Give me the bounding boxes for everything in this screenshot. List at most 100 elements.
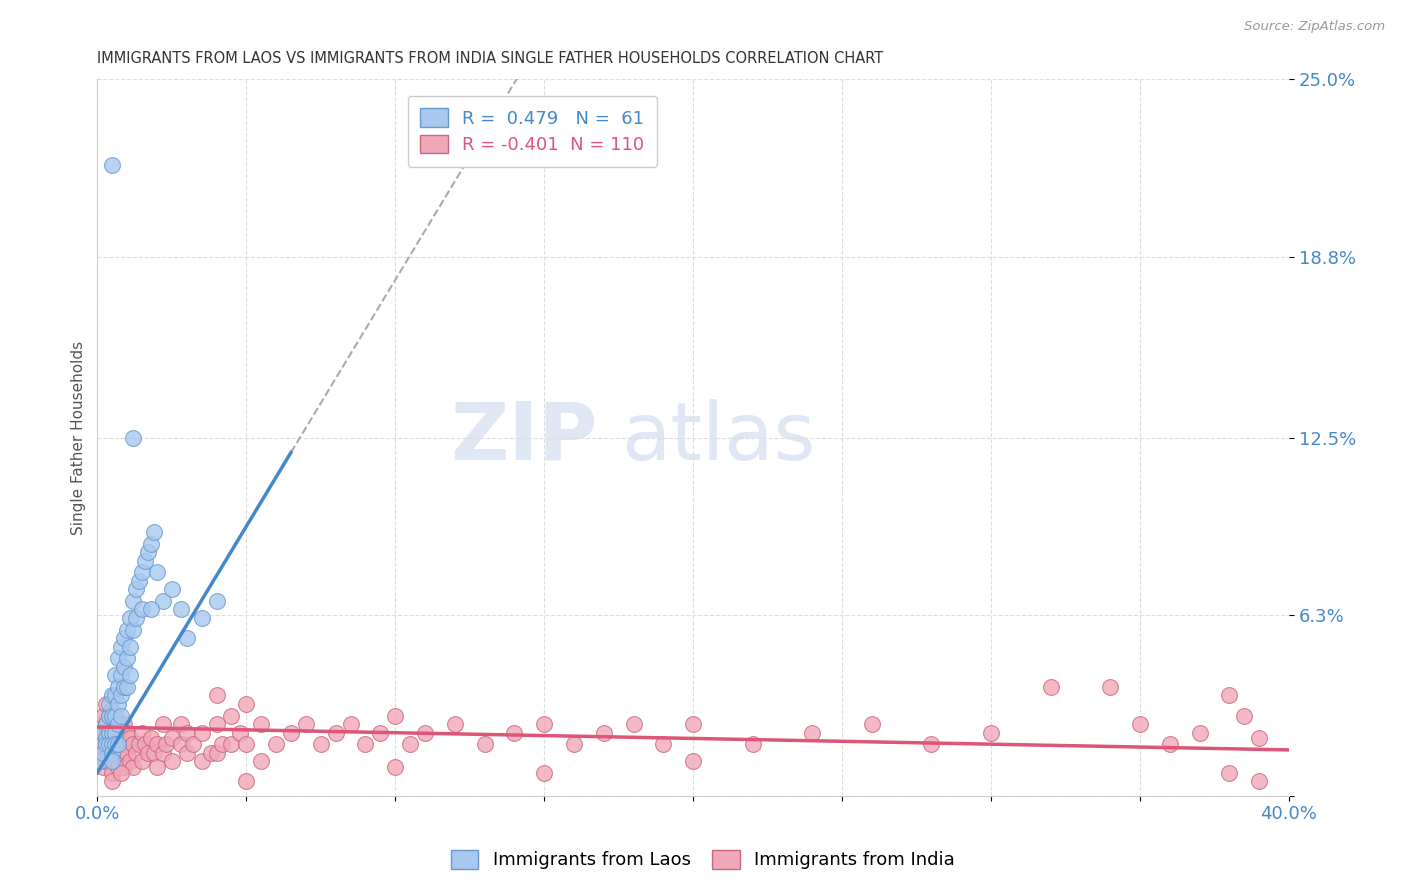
Point <box>115 623 138 637</box>
Point <box>139 731 162 746</box>
Point <box>176 725 198 739</box>
Point <box>128 737 150 751</box>
Point <box>112 737 135 751</box>
Point <box>221 737 243 751</box>
Point <box>592 725 614 739</box>
Point <box>96 731 118 746</box>
Point <box>115 746 138 760</box>
Point <box>91 725 114 739</box>
Point <box>125 582 148 597</box>
Point <box>101 746 124 760</box>
Point <box>107 737 129 751</box>
Point <box>101 703 124 717</box>
Point <box>235 697 257 711</box>
Point <box>107 717 129 731</box>
Point <box>110 746 132 760</box>
Point <box>384 708 406 723</box>
Point <box>136 746 159 760</box>
Point <box>122 594 145 608</box>
Point <box>131 602 153 616</box>
Point <box>101 689 124 703</box>
Point <box>110 725 132 739</box>
Legend: Immigrants from Laos, Immigrants from India: Immigrants from Laos, Immigrants from In… <box>443 841 963 879</box>
Point <box>98 737 121 751</box>
Point <box>682 755 704 769</box>
Point <box>295 717 318 731</box>
Point <box>104 708 127 723</box>
Point <box>134 554 156 568</box>
Point <box>652 737 675 751</box>
Point <box>354 737 377 751</box>
Point <box>101 158 124 172</box>
Point <box>160 731 183 746</box>
Point <box>170 737 193 751</box>
Point <box>152 594 174 608</box>
Point <box>91 725 114 739</box>
Point <box>89 737 111 751</box>
Point <box>122 623 145 637</box>
Point <box>112 631 135 645</box>
Point <box>533 765 555 780</box>
Point <box>264 737 287 751</box>
Point <box>104 731 127 746</box>
Point <box>104 689 127 703</box>
Point <box>104 725 127 739</box>
Point <box>176 631 198 645</box>
Point <box>110 708 132 723</box>
Point <box>443 717 465 731</box>
Point <box>91 708 114 723</box>
Point <box>190 755 212 769</box>
Point <box>142 525 165 540</box>
Point <box>98 725 121 739</box>
Point <box>474 737 496 751</box>
Point <box>146 760 169 774</box>
Point <box>101 746 124 760</box>
Point <box>107 760 129 774</box>
Point <box>682 717 704 731</box>
Point <box>122 760 145 774</box>
Point <box>107 717 129 731</box>
Point <box>280 725 302 739</box>
Point <box>741 737 763 751</box>
Point <box>107 651 129 665</box>
Point <box>170 717 193 731</box>
Point <box>205 717 228 731</box>
Point <box>190 725 212 739</box>
Point <box>860 717 883 731</box>
Point <box>96 717 118 731</box>
Point <box>96 697 118 711</box>
Point <box>325 725 347 739</box>
Point <box>205 746 228 760</box>
Text: ZIP: ZIP <box>450 399 598 476</box>
Point <box>98 725 121 739</box>
Legend: R =  0.479   N =  61, R = -0.401  N = 110: R = 0.479 N = 61, R = -0.401 N = 110 <box>408 95 657 167</box>
Point <box>146 566 169 580</box>
Point <box>205 689 228 703</box>
Point <box>104 755 127 769</box>
Point <box>104 737 127 751</box>
Point <box>98 708 121 723</box>
Point <box>139 536 162 550</box>
Point <box>1159 737 1181 751</box>
Point <box>370 725 392 739</box>
Point <box>112 680 135 694</box>
Point <box>89 755 111 769</box>
Point <box>1249 774 1271 789</box>
Point <box>623 717 645 731</box>
Point <box>122 737 145 751</box>
Point <box>110 689 132 703</box>
Point <box>1188 725 1211 739</box>
Point <box>96 755 118 769</box>
Point <box>110 640 132 654</box>
Point <box>91 746 114 760</box>
Point <box>98 746 121 760</box>
Point <box>89 755 111 769</box>
Point <box>533 717 555 731</box>
Point <box>139 602 162 616</box>
Point <box>89 737 111 751</box>
Point <box>101 755 124 769</box>
Point <box>115 725 138 739</box>
Point <box>96 737 118 751</box>
Point <box>98 697 121 711</box>
Point <box>229 725 252 739</box>
